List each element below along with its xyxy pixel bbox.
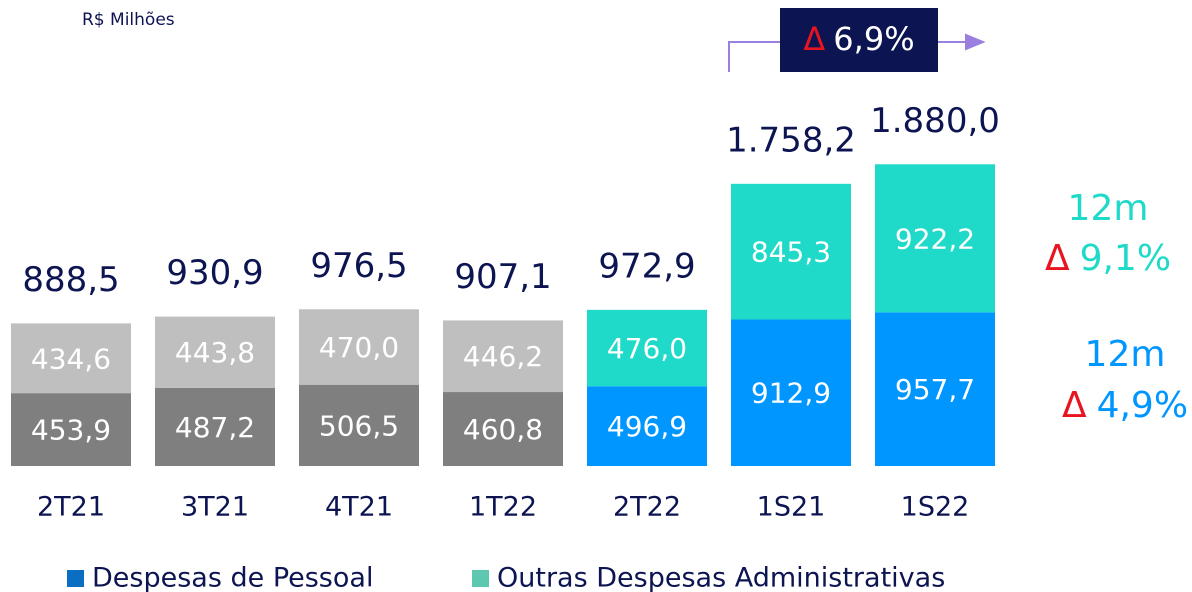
bar-segment: [443, 320, 563, 393]
bar-segment: [731, 183, 851, 320]
annotation-box: [780, 8, 938, 72]
total-label: 888,5: [22, 260, 119, 300]
x-tick-label: 3T21: [181, 492, 249, 523]
legend-label: Outras Despesas Administrativas: [497, 563, 945, 592]
bar-segment: [155, 387, 275, 466]
total-label: 1.758,2: [726, 120, 856, 160]
bar-segment: [11, 323, 131, 394]
total-label: 1.880,0: [870, 101, 1000, 141]
bar-segment: [731, 319, 851, 466]
x-tick-label: 1T22: [469, 492, 537, 523]
legend-swatch: [472, 570, 489, 587]
total-label: 972,9: [598, 246, 695, 286]
value-label: 487,2: [175, 411, 255, 444]
total-label: 907,1: [454, 257, 551, 297]
value-label: 453,9: [31, 414, 111, 447]
total-label: 930,9: [166, 253, 263, 293]
arrow-line: [728, 41, 780, 72]
x-tick-label: 1S21: [757, 492, 826, 523]
bar-segment: [11, 393, 131, 466]
value-label: 443,8: [175, 336, 255, 369]
value-label: 506,5: [319, 409, 399, 442]
annotation-value: 9,1%: [1080, 238, 1171, 279]
bar-segment: [587, 309, 707, 387]
annotation-period: 12m: [1068, 188, 1149, 229]
value-label: 470,0: [319, 331, 399, 364]
value-label: 845,3: [751, 236, 831, 269]
bar-segment: [299, 309, 419, 385]
bar-segment: [875, 312, 995, 466]
growth-arrow: [728, 33, 986, 72]
x-tick-label: 1S22: [901, 492, 970, 523]
value-label: 922,2: [895, 222, 975, 255]
value-label: 957,7: [895, 373, 975, 406]
bar-segment: [299, 384, 419, 466]
value-label: 476,0: [607, 332, 687, 365]
annotation: Δ 4,9%: [1062, 385, 1188, 426]
legend-label: Despesas de Pessoal: [92, 563, 373, 592]
arrow-head: [965, 33, 986, 51]
value-label: 496,9: [607, 410, 687, 443]
x-tick-label: 4T21: [325, 492, 393, 523]
unit-label: R$ Milhões: [82, 10, 175, 30]
bar-segment: [443, 392, 563, 466]
annotation-period: 12m: [1085, 334, 1166, 375]
value-label: 434,6: [31, 342, 111, 375]
bar-segment: [875, 164, 995, 313]
annotation: Δ 6,9%: [803, 20, 914, 58]
total-label: 976,5: [310, 246, 407, 286]
value-label: 912,9: [751, 377, 831, 410]
value-label: 460,8: [463, 413, 543, 446]
annotation: Δ 9,1%: [1045, 238, 1171, 279]
annotation-value: 4,9%: [1097, 385, 1188, 426]
x-tick-label: 2T21: [37, 492, 105, 523]
bar-segment: [587, 386, 707, 466]
value-label: 446,2: [463, 340, 543, 373]
annotation-symbol: Δ: [1045, 238, 1070, 279]
bar-segment: [155, 316, 275, 388]
annotation-symbol: Δ: [1062, 385, 1087, 426]
legend-swatch: [67, 570, 84, 587]
x-tick-label: 2T22: [613, 492, 681, 523]
